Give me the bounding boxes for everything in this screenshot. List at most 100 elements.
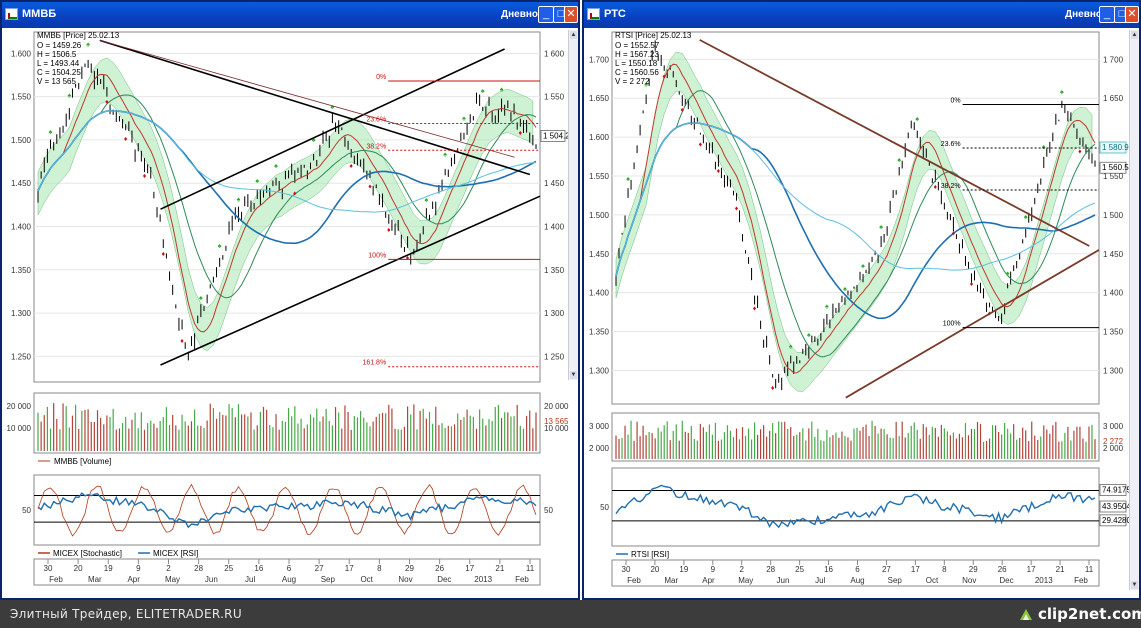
sell-signal-icon: ♦ bbox=[387, 227, 391, 234]
scroll-down-icon[interactable]: ▼ bbox=[1131, 581, 1138, 589]
date-tick-label: 21 bbox=[495, 564, 504, 573]
sell-signal-icon: ♦ bbox=[753, 305, 757, 312]
date-tick-label: 29 bbox=[405, 564, 414, 573]
volume-last-value: 13 565 bbox=[544, 417, 569, 426]
date-tick-label: 6 bbox=[287, 564, 292, 573]
minimize-button[interactable]: _ bbox=[538, 6, 554, 23]
month-tick-label: 2013 bbox=[474, 575, 492, 584]
price-tick-label: 1.350 bbox=[589, 328, 610, 337]
buy-signal-icon: ♠ bbox=[1042, 144, 1046, 151]
right-volume-tick-label: 2 000 bbox=[1103, 444, 1124, 453]
month-tick-label: Sep bbox=[888, 576, 903, 585]
period-label[interactable]: Дневной bbox=[1065, 9, 1109, 20]
buy-signal-icon: ♠ bbox=[879, 224, 883, 231]
volume-tick-label: 20 000 bbox=[7, 402, 32, 411]
buy-signal-icon: ♠ bbox=[237, 197, 241, 204]
buy-signal-icon: ♠ bbox=[626, 176, 630, 183]
right-price-tick-label: 1 450 bbox=[1103, 250, 1124, 259]
rsi-line bbox=[37, 492, 537, 529]
sell-signal-icon: ♦ bbox=[970, 281, 974, 288]
volume-tick-label: 10 000 bbox=[7, 424, 32, 433]
ohlc-value: O = 1552.57 bbox=[615, 41, 660, 50]
sell-signal-icon: ♦ bbox=[771, 385, 775, 392]
date-tick-label: 9 bbox=[711, 565, 716, 574]
price-tick-label: 1.550 bbox=[589, 172, 610, 181]
micex-chart-canvas[interactable]: 1.600 1.550 1.500 1.450 1.400 1.350 1.300 1.250… bbox=[2, 28, 578, 600]
ohlc-value: H = 1506.5 bbox=[37, 50, 77, 59]
date-tick-label: 28 bbox=[766, 565, 775, 574]
right-price-tick-label: 1 400 bbox=[1103, 289, 1124, 298]
rts-chart-window[interactable]: РТС Дневной _ □ ✕ 1.700 1.650 1.600 1.550 1.… bbox=[582, 0, 1141, 600]
sell-signal-icon: ♦ bbox=[1078, 148, 1082, 155]
price-tick-label: 1.250 bbox=[11, 352, 32, 361]
close-button[interactable]: ✕ bbox=[1125, 6, 1139, 23]
buy-signal-icon: ♠ bbox=[1060, 89, 1064, 96]
trend-line bbox=[99, 39, 515, 158]
last-price-badge bbox=[540, 130, 566, 142]
price-tick-label: 1.500 bbox=[11, 136, 32, 145]
month-tick-label: Nov bbox=[398, 575, 412, 584]
price-tick-label: 1.600 bbox=[11, 49, 32, 58]
right-price-tick-label: 1 600 bbox=[544, 49, 565, 58]
scroll-up-icon[interactable]: ▲ bbox=[570, 31, 577, 39]
sell-signal-icon: ♦ bbox=[293, 190, 297, 197]
sell-signal-icon: ♦ bbox=[143, 173, 147, 180]
sell-signal-icon: ♦ bbox=[717, 168, 721, 175]
date-tick-label: 25 bbox=[224, 564, 233, 573]
price-tick-label: 1.600 bbox=[589, 133, 610, 142]
month-tick-label: Aug bbox=[282, 575, 296, 584]
month-tick-label: Jul bbox=[245, 575, 255, 584]
window-title: РТС bbox=[604, 8, 626, 20]
buy-signal-icon: ♠ bbox=[897, 157, 901, 164]
chart-app-icon bbox=[587, 8, 600, 20]
month-tick-label: Oct bbox=[360, 575, 373, 584]
price-scrollbar[interactable]: ▲ ▼ bbox=[568, 30, 578, 380]
sell-signal-icon: ♦ bbox=[349, 163, 353, 170]
rts-chart-canvas[interactable]: 1.700 1.650 1.600 1.550 1.500 1.450 1.400 1.350… bbox=[584, 28, 1139, 600]
chart-scrollbar[interactable]: ▲ ▼ bbox=[1129, 30, 1139, 590]
micex-chart-window[interactable]: ММВБ Дневной _ □ ✕ 1.600 1.550 1.500 1.450 1… bbox=[0, 0, 580, 600]
month-tick-label: Apr bbox=[702, 576, 715, 585]
volume-tick-label: 3 000 bbox=[589, 422, 610, 431]
title-bar[interactable]: РТС Дневной _ □ ✕ bbox=[584, 2, 1139, 28]
buy-signal-icon: ♠ bbox=[218, 243, 222, 250]
sell-signal-icon: ♦ bbox=[699, 142, 703, 149]
month-tick-label: May bbox=[165, 575, 180, 584]
scroll-up-icon[interactable]: ▲ bbox=[1131, 31, 1138, 39]
scroll-down-icon[interactable]: ▼ bbox=[570, 371, 577, 379]
title-bar[interactable]: ММВБ Дневной _ □ ✕ bbox=[2, 2, 578, 28]
buy-signal-icon: ♠ bbox=[67, 92, 71, 99]
rsi-level-value: 43.95040 bbox=[1102, 502, 1136, 511]
month-tick-label: Jun bbox=[777, 576, 790, 585]
month-tick-label: Aug bbox=[850, 576, 864, 585]
right-price-tick-label: 1 400 bbox=[544, 222, 565, 231]
fibonacci-level-label: 23.6% bbox=[366, 116, 386, 123]
month-tick-label: 2013 bbox=[1035, 576, 1053, 585]
moving-average-line bbox=[37, 94, 537, 299]
date-tick-label: 17 bbox=[1027, 565, 1036, 574]
price-tick-label: 1.300 bbox=[11, 309, 32, 318]
period-label[interactable]: Дневной bbox=[501, 9, 545, 20]
buy-signal-icon: ♠ bbox=[644, 81, 648, 88]
price-series-label: ММВБ [Price] 25.02.13 bbox=[37, 31, 120, 40]
sell-signal-icon: ♦ bbox=[662, 73, 666, 80]
price-tick-label: 1.300 bbox=[589, 366, 610, 375]
buy-signal-icon: ♠ bbox=[86, 41, 90, 48]
close-button[interactable]: ✕ bbox=[564, 6, 578, 23]
moving-average-line bbox=[615, 90, 1096, 358]
buy-signal-icon: ♠ bbox=[199, 295, 203, 302]
buy-signal-icon: ♠ bbox=[807, 332, 811, 339]
month-tick-label: Dec bbox=[999, 576, 1013, 585]
date-tick-label: 25 bbox=[795, 565, 804, 574]
minimize-button[interactable]: _ bbox=[1099, 6, 1115, 23]
buy-signal-icon: ♠ bbox=[825, 303, 829, 310]
date-tick-label: 20 bbox=[74, 564, 83, 573]
date-tick-label: 26 bbox=[435, 564, 444, 573]
price-tick-label: 1.700 bbox=[589, 55, 610, 64]
price-tick-label: 1.450 bbox=[589, 250, 610, 259]
oscillator-tick-label: 50 bbox=[22, 506, 31, 515]
date-axis bbox=[611, 559, 1100, 587]
ma-value: 1 580.91 bbox=[1102, 143, 1134, 152]
trend-line bbox=[160, 48, 505, 210]
fibonacci-level-label: 0% bbox=[376, 74, 386, 81]
